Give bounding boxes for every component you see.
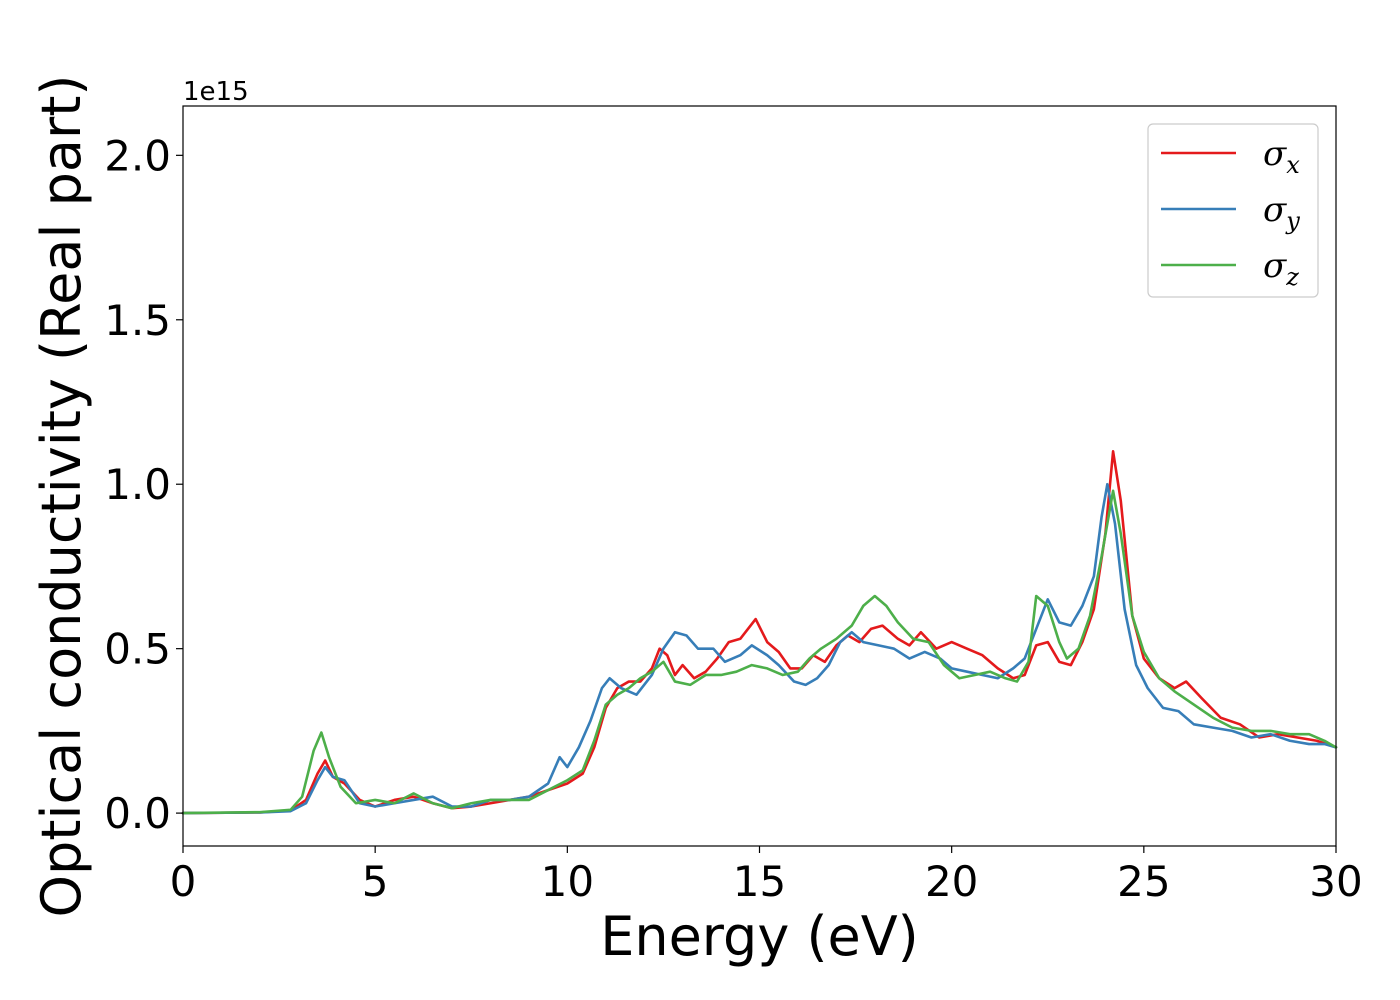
y-tick-label: 1.0: [104, 460, 171, 509]
legend-symbol: σ: [1263, 134, 1287, 174]
x-axis-label: Energy (eV): [600, 905, 919, 968]
x-tick-label: 25: [1117, 857, 1170, 906]
y-tick-label: 0.0: [104, 789, 171, 838]
x-tick-label: 15: [733, 857, 786, 906]
y-tick-label: 0.5: [104, 625, 171, 674]
x-tick-label: 30: [1309, 857, 1362, 906]
legend-item-z: σz: [1161, 246, 1299, 291]
legend-label-x: σx: [1263, 134, 1300, 179]
legend-subscript: x: [1286, 151, 1300, 179]
legend-subscript: z: [1285, 263, 1299, 291]
legend-label-y: σy: [1263, 190, 1300, 235]
y-offset-text: 1e15: [183, 77, 249, 107]
legend-symbol: σ: [1263, 190, 1287, 230]
y-tick-label: 1.5: [104, 296, 171, 345]
x-tick-label: 0: [170, 857, 197, 906]
series-layer: [181, 450, 1338, 815]
y-axis-label: Optical conductivity (Real part): [30, 75, 93, 918]
x-tick-label: 5: [362, 857, 389, 906]
series-line-z: [181, 489, 1338, 815]
x-axis-ticks: 0 5 10 15 20 25 30: [170, 846, 1363, 906]
y-tick-label: 2.0: [104, 131, 171, 180]
legend-item-y: σy: [1161, 190, 1300, 235]
x-tick-label: 10: [541, 857, 594, 906]
legend-symbol: σ: [1263, 246, 1287, 286]
series-line-y: [181, 482, 1338, 815]
x-tick-label: 20: [925, 857, 978, 906]
legend-label-z: σz: [1263, 246, 1299, 291]
y-axis-ticks: 0.0 0.5 1.0 1.5 2.0: [104, 131, 183, 838]
legend-frame: [1147, 123, 1319, 298]
legend-item-x: σx: [1161, 134, 1300, 179]
legend-subscript: y: [1285, 207, 1300, 235]
plot-area: [183, 106, 1336, 846]
